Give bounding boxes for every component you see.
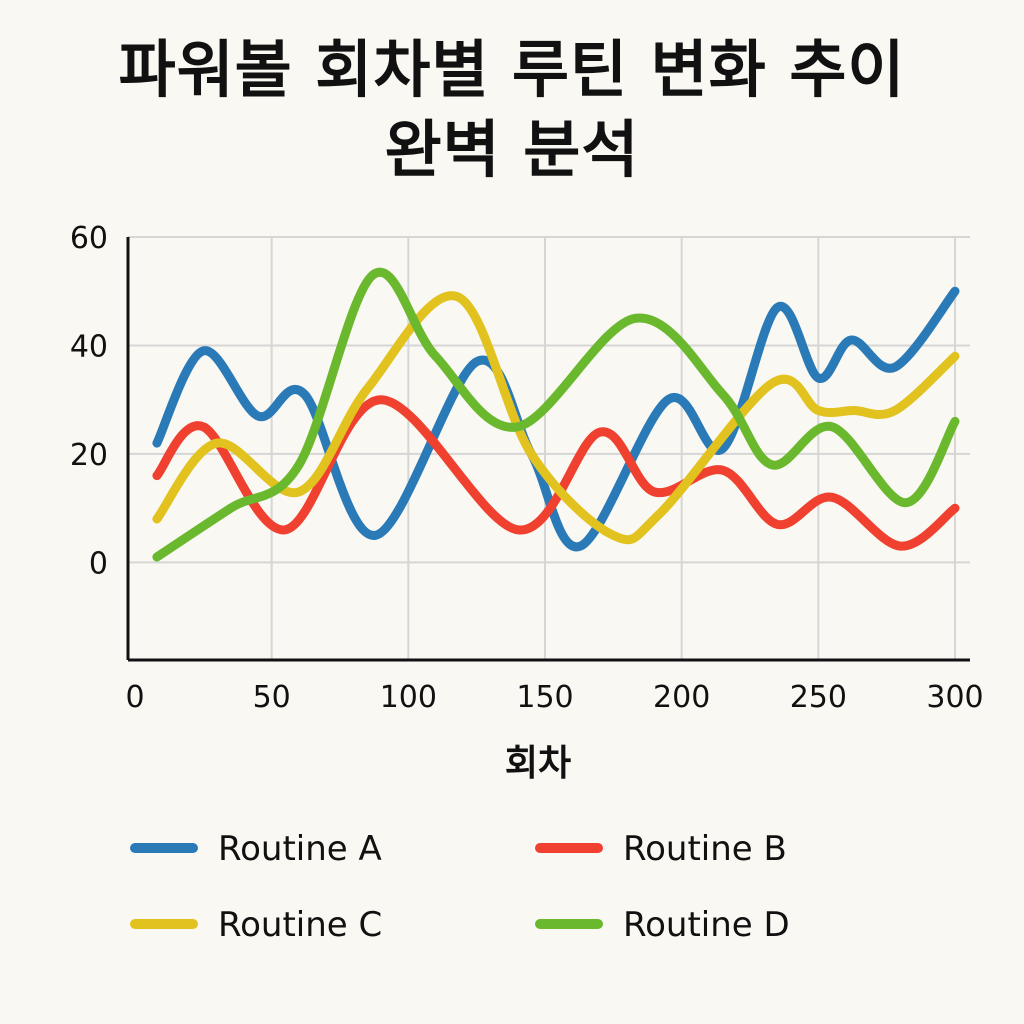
legend-item: Routine B [535,829,787,869]
legend-label: Routine B [623,829,787,869]
x-tick-label: 0 [125,680,144,715]
x-tick-label: 150 [516,680,573,715]
y-tick-labels: 0 20 40 60 [70,221,108,581]
x-tick-label: 300 [926,680,983,715]
chart-title-line-1: 파워볼 회차별 루틴 변화 추이 [118,33,906,106]
legend: Routine A Routine B Routine C Routine D [130,829,790,945]
x-axis-title: 회차 [505,743,571,784]
series-line-routine-d [152,267,960,562]
series-line-routine-c [152,291,960,545]
x-tick-label: 200 [653,680,710,715]
x-tick-label: 100 [380,680,437,715]
legend-label: Routine A [218,829,382,869]
legend-item: Routine D [535,905,790,945]
y-tick-label: 20 [70,438,108,473]
chart-title: 파워볼 회차별 루틴 변화 추이 완벽 분석 [0,30,1024,190]
y-tick-label: 60 [70,221,108,256]
series-line-routine-b [152,395,960,551]
y-tick-label: 40 [70,329,108,364]
y-tick-label: 0 [89,546,108,581]
series-lines [152,267,960,562]
x-tick-labels: 0 50 100 150 200 250 300 [125,680,983,715]
legend-item: Routine C [130,905,382,945]
grid [128,236,970,660]
legend-item: Routine A [130,829,382,869]
chart-title-line-2: 완벽 분석 [384,113,640,186]
x-tick-label: 50 [253,680,291,715]
axes [126,237,970,662]
legend-label: Routine C [218,905,382,945]
legend-label: Routine D [623,905,790,945]
x-tick-label: 250 [790,680,847,715]
series-line-routine-a [152,286,960,552]
